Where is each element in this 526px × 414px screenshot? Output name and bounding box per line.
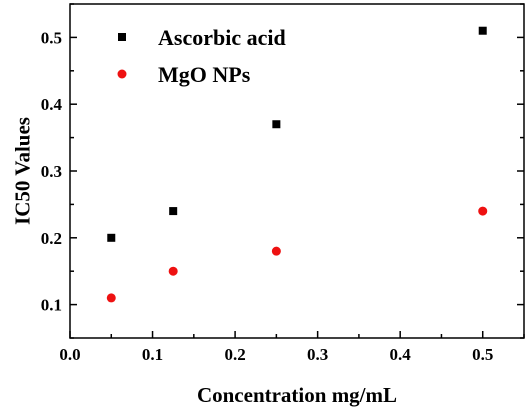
x-tick-label: 0.4 (390, 345, 412, 364)
data-point-ascorbic-acid (169, 207, 178, 216)
x-tick-label: 0.5 (472, 345, 493, 364)
legend-label: MgO NPs (158, 62, 251, 87)
legend-marker-square (118, 33, 126, 41)
x-tick-label: 0.2 (224, 345, 245, 364)
legend-marker-circle (117, 69, 127, 79)
data-points (106, 26, 488, 303)
data-point-mgo-nps (168, 266, 178, 276)
legend: Ascorbic acid MgO NPs (117, 25, 286, 87)
x-tick-label: 0.3 (307, 345, 328, 364)
y-tick-label: 0.2 (41, 229, 62, 248)
data-point-ascorbic-acid (272, 120, 281, 129)
axis-tick-labels: 0.0 0.1 0.2 0.3 0.4 0.5 0.1 0.2 0.3 0.4 0.5 (41, 28, 494, 364)
y-tick-label: 0.5 (41, 28, 62, 47)
plot-frame (69, 3, 525, 339)
axis-ticks (69, 3, 525, 339)
y-tick-label: 0.3 (41, 162, 62, 181)
y-tick-label: 0.1 (41, 296, 62, 315)
x-axis-title: Concentration mg/mL (197, 383, 397, 407)
x-tick-label: 0.1 (142, 345, 163, 364)
data-point-mgo-nps (106, 293, 116, 303)
data-point-ascorbic-acid (107, 233, 116, 242)
data-point-mgo-nps (271, 246, 281, 256)
y-axis-title: IC50 Values (10, 117, 34, 225)
data-point-mgo-nps (478, 206, 488, 216)
data-point-ascorbic-acid (478, 26, 487, 35)
y-tick-label: 0.4 (41, 95, 63, 114)
x-tick-label: 0.0 (59, 345, 80, 364)
legend-label: Ascorbic acid (158, 25, 286, 50)
